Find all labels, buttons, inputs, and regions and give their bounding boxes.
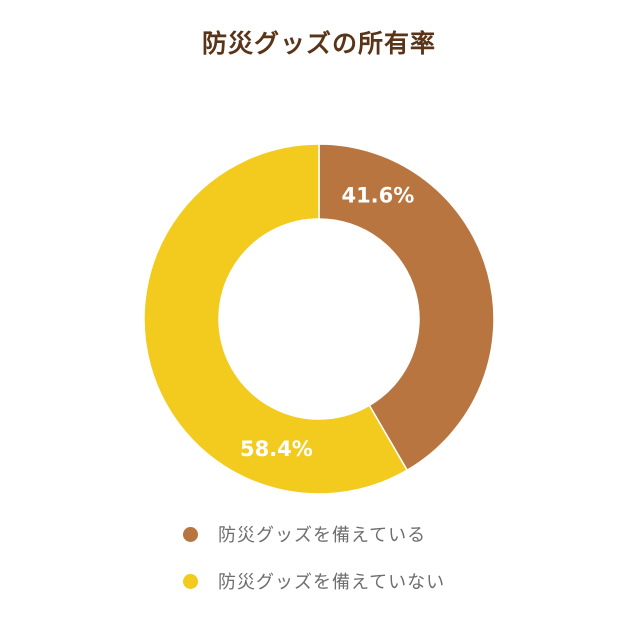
chart-title: 防災グッズの所有率 <box>201 29 436 58</box>
legend-item-not-have: 防災グッズを備えていない <box>183 569 445 593</box>
slice-not-have <box>143 143 409 495</box>
legend-label-not-have: 防災グッズを備えていない <box>218 572 446 593</box>
slice-label-have: 41.6% <box>341 183 414 207</box>
legend-marker-not-have <box>183 573 198 589</box>
slice-label-not-have: 58.4% <box>240 437 313 461</box>
slice-labels-group: 41.6% 58.4% <box>240 183 414 461</box>
legend-marker-have <box>183 526 198 542</box>
slices-group <box>143 143 495 495</box>
legend-label-have: 防災グッズを備えている <box>218 525 427 546</box>
legend: 防災グッズを備えている 防災グッズを備えていない <box>183 522 445 616</box>
slice-have <box>318 143 495 472</box>
legend-item-have: 防災グッズを備えている <box>183 522 445 546</box>
